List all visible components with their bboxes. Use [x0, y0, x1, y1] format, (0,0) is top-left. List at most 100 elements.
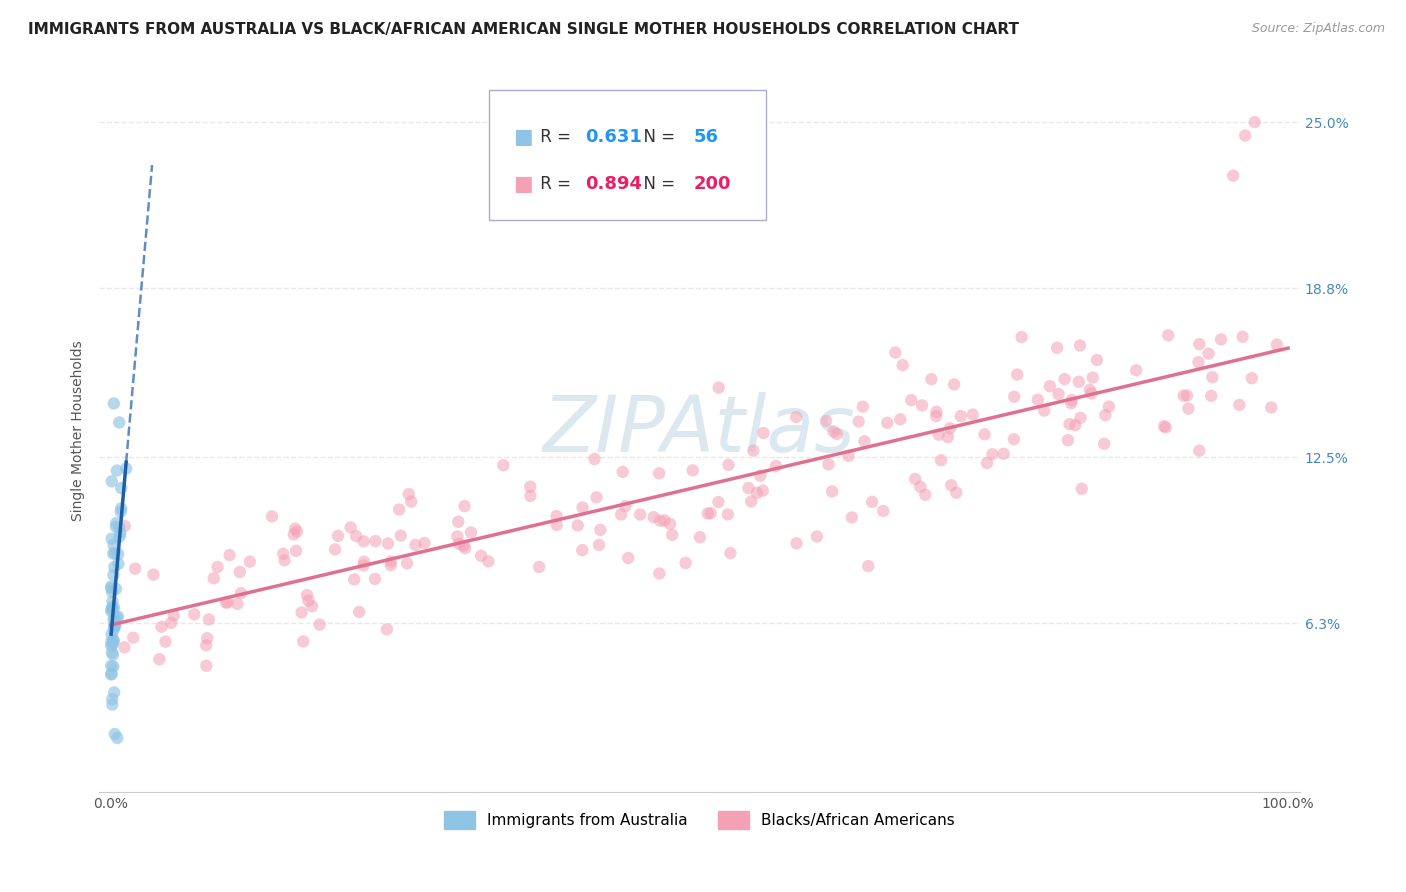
Point — [101, 603, 124, 617]
Point — [1026, 392, 1049, 407]
Point — [347, 605, 370, 619]
Point — [454, 541, 477, 556]
Point — [110, 525, 132, 540]
Point — [396, 556, 419, 570]
Point — [229, 586, 252, 600]
Text: ■: ■ — [513, 128, 533, 147]
Point — [949, 409, 972, 423]
Point — [353, 555, 375, 569]
Point — [1067, 375, 1090, 389]
Point — [198, 612, 221, 626]
Point — [100, 658, 122, 673]
Point — [1177, 401, 1199, 416]
Text: Source: ZipAtlas.com: Source: ZipAtlas.com — [1251, 22, 1385, 36]
Point — [1070, 482, 1092, 496]
Point — [326, 529, 349, 543]
Point — [284, 522, 307, 536]
Point — [103, 634, 125, 648]
Point — [343, 573, 366, 587]
Point — [860, 495, 883, 509]
Point — [103, 600, 125, 615]
Point — [100, 580, 122, 594]
Point — [1198, 346, 1220, 360]
Point — [104, 582, 127, 596]
Point — [696, 507, 718, 521]
Point — [285, 544, 308, 558]
Point — [841, 510, 863, 524]
Point — [876, 416, 898, 430]
Point — [104, 611, 127, 625]
Point — [583, 452, 606, 467]
Point — [398, 487, 420, 501]
Point — [1125, 363, 1147, 377]
Point — [1064, 418, 1087, 433]
Point — [101, 698, 124, 712]
Point — [107, 547, 129, 561]
Point — [283, 527, 305, 541]
Point — [546, 508, 568, 523]
Point — [675, 556, 697, 570]
Text: N =: N = — [634, 175, 681, 194]
Point — [100, 639, 122, 653]
Point — [107, 557, 129, 571]
Point — [976, 456, 998, 470]
Point — [1187, 355, 1209, 369]
Point — [103, 623, 125, 637]
Point — [612, 465, 634, 479]
Point — [101, 594, 124, 608]
Point — [110, 481, 132, 495]
Point — [122, 631, 145, 645]
Point — [571, 500, 593, 515]
Point — [1092, 437, 1115, 451]
Point — [112, 640, 135, 655]
Point — [115, 461, 138, 475]
Point — [103, 659, 125, 673]
Point — [519, 489, 541, 503]
Point — [110, 505, 132, 519]
Point — [155, 634, 177, 648]
Point — [900, 393, 922, 408]
Point — [100, 604, 122, 618]
Point — [1057, 433, 1080, 447]
Point — [1098, 400, 1121, 414]
Point — [925, 409, 948, 424]
Point — [105, 464, 128, 478]
Point — [1243, 115, 1265, 129]
Point — [1153, 419, 1175, 434]
Point — [124, 562, 146, 576]
Point — [752, 425, 775, 440]
Point — [1232, 329, 1254, 343]
Point — [101, 637, 124, 651]
Point — [707, 495, 730, 509]
Point — [1069, 338, 1091, 352]
Point — [104, 546, 127, 560]
Text: 0.631: 0.631 — [585, 128, 643, 146]
Point — [103, 568, 125, 582]
Point — [1222, 169, 1244, 183]
Point — [889, 412, 911, 426]
Point — [628, 508, 651, 522]
Point — [717, 508, 740, 522]
Point — [837, 449, 859, 463]
Point — [1060, 396, 1083, 410]
Point — [103, 538, 125, 552]
Point — [107, 609, 129, 624]
Point — [825, 427, 848, 442]
Point — [914, 488, 936, 502]
Point — [1209, 333, 1232, 347]
Point — [1260, 401, 1282, 415]
Point — [752, 483, 775, 498]
Point — [920, 372, 942, 386]
Point — [103, 619, 125, 633]
Point — [1080, 386, 1102, 401]
Point — [446, 529, 468, 543]
Point — [353, 534, 375, 549]
Point — [470, 549, 492, 563]
Point — [150, 620, 173, 634]
Point — [648, 467, 671, 481]
Point — [806, 529, 828, 543]
Text: ■: ■ — [513, 174, 533, 194]
Point — [823, 425, 845, 439]
Point — [195, 638, 218, 652]
Point — [339, 520, 361, 534]
